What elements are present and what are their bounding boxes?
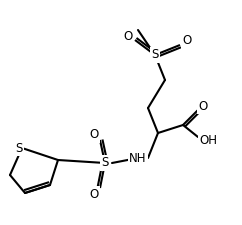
Text: O: O bbox=[89, 128, 99, 142]
Text: OH: OH bbox=[199, 135, 217, 148]
Text: O: O bbox=[123, 29, 133, 43]
Text: S: S bbox=[15, 142, 23, 155]
Text: S: S bbox=[151, 49, 159, 61]
Text: O: O bbox=[89, 187, 99, 200]
Text: NH: NH bbox=[129, 151, 147, 164]
Text: O: O bbox=[198, 99, 208, 112]
Text: O: O bbox=[182, 34, 192, 47]
Text: S: S bbox=[101, 157, 109, 169]
